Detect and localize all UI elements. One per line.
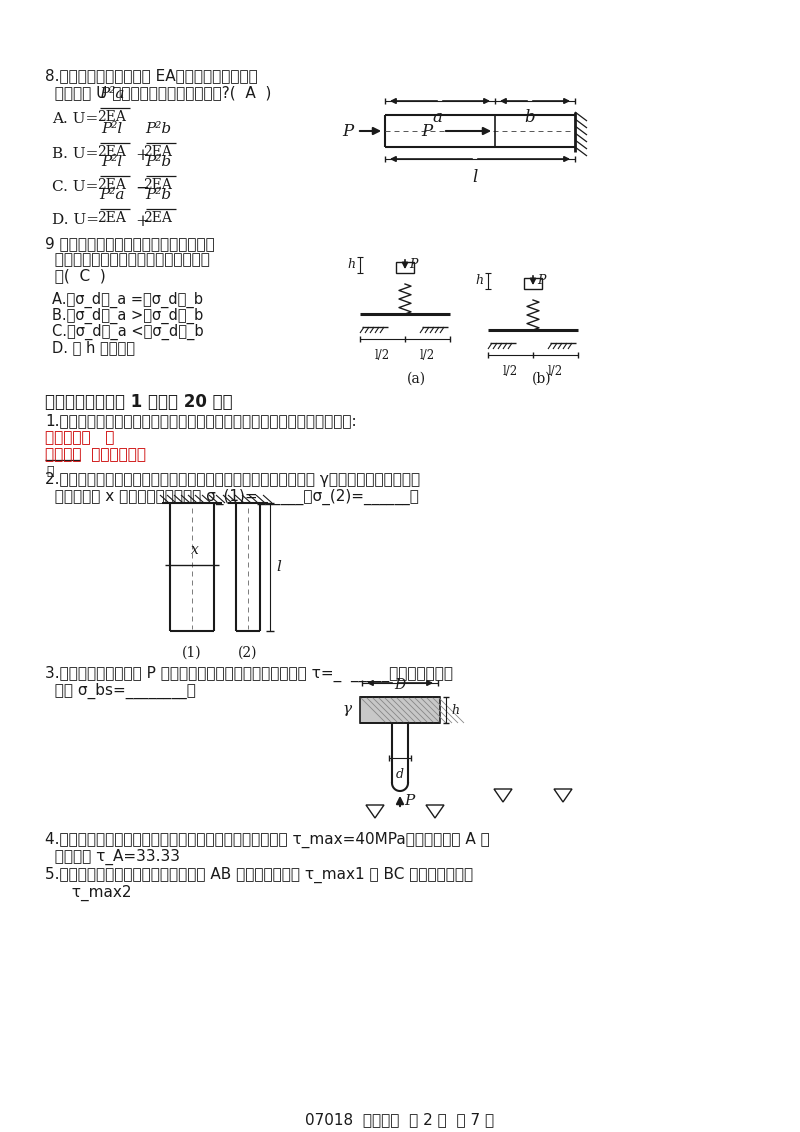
Text: A.（σ_d）_a =（σ_d）_b: A.（σ_d）_a =（σ_d）_b [52, 292, 203, 308]
Text: (a): (a) [407, 372, 426, 386]
Text: l: l [472, 169, 478, 186]
Bar [396, 261, 414, 273]
Text: −: − [135, 180, 149, 197]
Text: B. U=: B. U= [52, 147, 98, 161]
Text: 8.图示杆件的拉压刚度为 EA，在图示外力作用下: 8.图示杆件的拉压刚度为 EA，在图示外力作用下 [45, 68, 258, 83]
Text: B.（σ_d）_a >（σ_d）_b: B.（σ_d）_a >（σ_d）_b [52, 308, 203, 324]
Text: +: + [135, 213, 149, 230]
Text: C. U=: C. U= [52, 180, 98, 194]
Text: P: P [404, 794, 414, 808]
Text: 07018  材料力学  第 2 页  共 7 页: 07018 材料力学 第 2 页 共 7 页 [306, 1112, 494, 1127]
Text: P²l: P²l [102, 122, 122, 136]
Text: 4.图示为一受扠圆轴的横截面。已知横截面上的最大剪应力 τ_max=40MPa，则横截面上 A 点: 4.图示为一受扠圆轴的横截面。已知横截面上的最大剪应力 τ_max=40MPa，… [45, 832, 490, 848]
Text: 为(  C  ): 为( C ) [45, 268, 106, 283]
Text: γ: γ [343, 702, 352, 717]
Text: C.（σ_d）_a <（σ_d）_b: C.（σ_d）_a <（σ_d）_b [52, 324, 204, 341]
Text: A. U=: A. U= [52, 112, 98, 126]
Text: l/2: l/2 [547, 365, 562, 378]
Text: D: D [394, 678, 406, 692]
Text: 5.阶梯形轴的尺寸及受力如图所示，其 AB 段的最大剪应力 τ_max1 与 BC 段的最大剪应力: 5.阶梯形轴的尺寸及受力如图所示，其 AB 段的最大剪应力 τ_max1 与 B… [45, 867, 473, 883]
Text: 1.在材料力学中，为了简化对问题的研究，特对变形固体作出如下三个假设:: 1.在材料力学中，为了简化对问题的研究，特对变形固体作出如下三个假设: [45, 413, 357, 428]
Text: h: h [451, 703, 459, 717]
Text: a: a [432, 109, 442, 126]
Text: P: P [422, 123, 433, 140]
Text: τ_max2: τ_max2 [62, 885, 131, 901]
Text: 9 图示两梁抗弯刚度相同，弹簧的刚度系: 9 图示两梁抗弯刚度相同，弹簧的刚度系 [45, 235, 214, 251]
Text: +: + [135, 147, 149, 164]
Text: 二、填空题（每空 1 分，共 20 分）: 二、填空题（每空 1 分，共 20 分） [45, 393, 233, 411]
Text: P²l: P²l [102, 155, 122, 169]
Text: 的剪应力 τ_A=33.33: 的剪应力 τ_A=33.33 [45, 849, 180, 865]
Text: b: b [525, 109, 535, 126]
Text: l/2: l/2 [374, 349, 390, 362]
Text: h: h [347, 258, 355, 272]
Text: l/2: l/2 [419, 349, 434, 362]
Text: P²a: P²a [99, 87, 125, 101]
Text: P: P [409, 258, 418, 272]
Text: (1): (1) [182, 646, 202, 660]
Bar [524, 278, 542, 289]
Text: (b): (b) [532, 372, 552, 386]
Text: 下，两杆在 x 截面处的应力分别为 σ_(1)=______，σ_(2)=______。: 下，两杆在 x 截面处的应力分别为 σ_(1)=______，σ_(2)=___… [45, 489, 419, 505]
Text: 3.图示销钉受轴向拉力 P 作用，尺寸如图，则销钉内的剪应力 τ=_  _____，支承面的挤压: 3.图示销钉受轴向拉力 P 作用，尺寸如图，则销钉内的剪应力 τ=_ _____… [45, 666, 453, 683]
Text: 应力 σ_bs=________。: 应力 σ_bs=________。 [45, 683, 196, 700]
Text: 2EA: 2EA [143, 145, 173, 158]
Text: 连续性假设   均: 连续性假设 均 [45, 430, 114, 445]
Text: P: P [342, 123, 353, 140]
Text: P²a: P²a [99, 188, 125, 201]
Text: (2): (2) [238, 646, 258, 660]
Text: d: d [396, 767, 404, 781]
Text: l/2: l/2 [502, 365, 518, 378]
Text: 2EA: 2EA [98, 178, 126, 192]
Text: P: P [537, 274, 546, 288]
Text: 2EA: 2EA [98, 145, 126, 158]
Text: 2EA: 2EA [98, 211, 126, 225]
Text: D. U=: D. U= [52, 213, 99, 228]
Text: 其变形能 U 的下列表达式哪个是正确的?(  A  ): 其变形能 U 的下列表达式哪个是正确的?( A ) [45, 85, 271, 100]
Text: 2EA: 2EA [98, 110, 126, 125]
Text: l: l [276, 560, 281, 574]
Text: 数也相同，则两梁中最大动应力的关系: 数也相同，则两梁中最大动应力的关系 [45, 252, 210, 267]
Text: h: h [475, 274, 483, 288]
Text: x: x [191, 543, 199, 557]
Text: 。: 。 [46, 465, 54, 478]
Text: P²b: P²b [145, 188, 171, 201]
Text: P²b: P²b [145, 155, 171, 169]
Bar [360, 697, 440, 723]
Text: D. 与 h 大小有关: D. 与 h 大小有关 [52, 340, 135, 355]
Text: 2.图示材料和长度相同而横截面面积不同的两杆，设材料的重度为 γ，则在杆件自重的作用: 2.图示材料和长度相同而横截面面积不同的两杆，设材料的重度为 γ，则在杆件自重的… [45, 472, 420, 487]
Text: 2EA: 2EA [143, 211, 173, 225]
Text: 匀性假设  各向同性假设: 匀性假设 各向同性假设 [45, 447, 146, 462]
Text: P²b: P²b [145, 122, 171, 136]
Text: 2EA: 2EA [143, 178, 173, 192]
